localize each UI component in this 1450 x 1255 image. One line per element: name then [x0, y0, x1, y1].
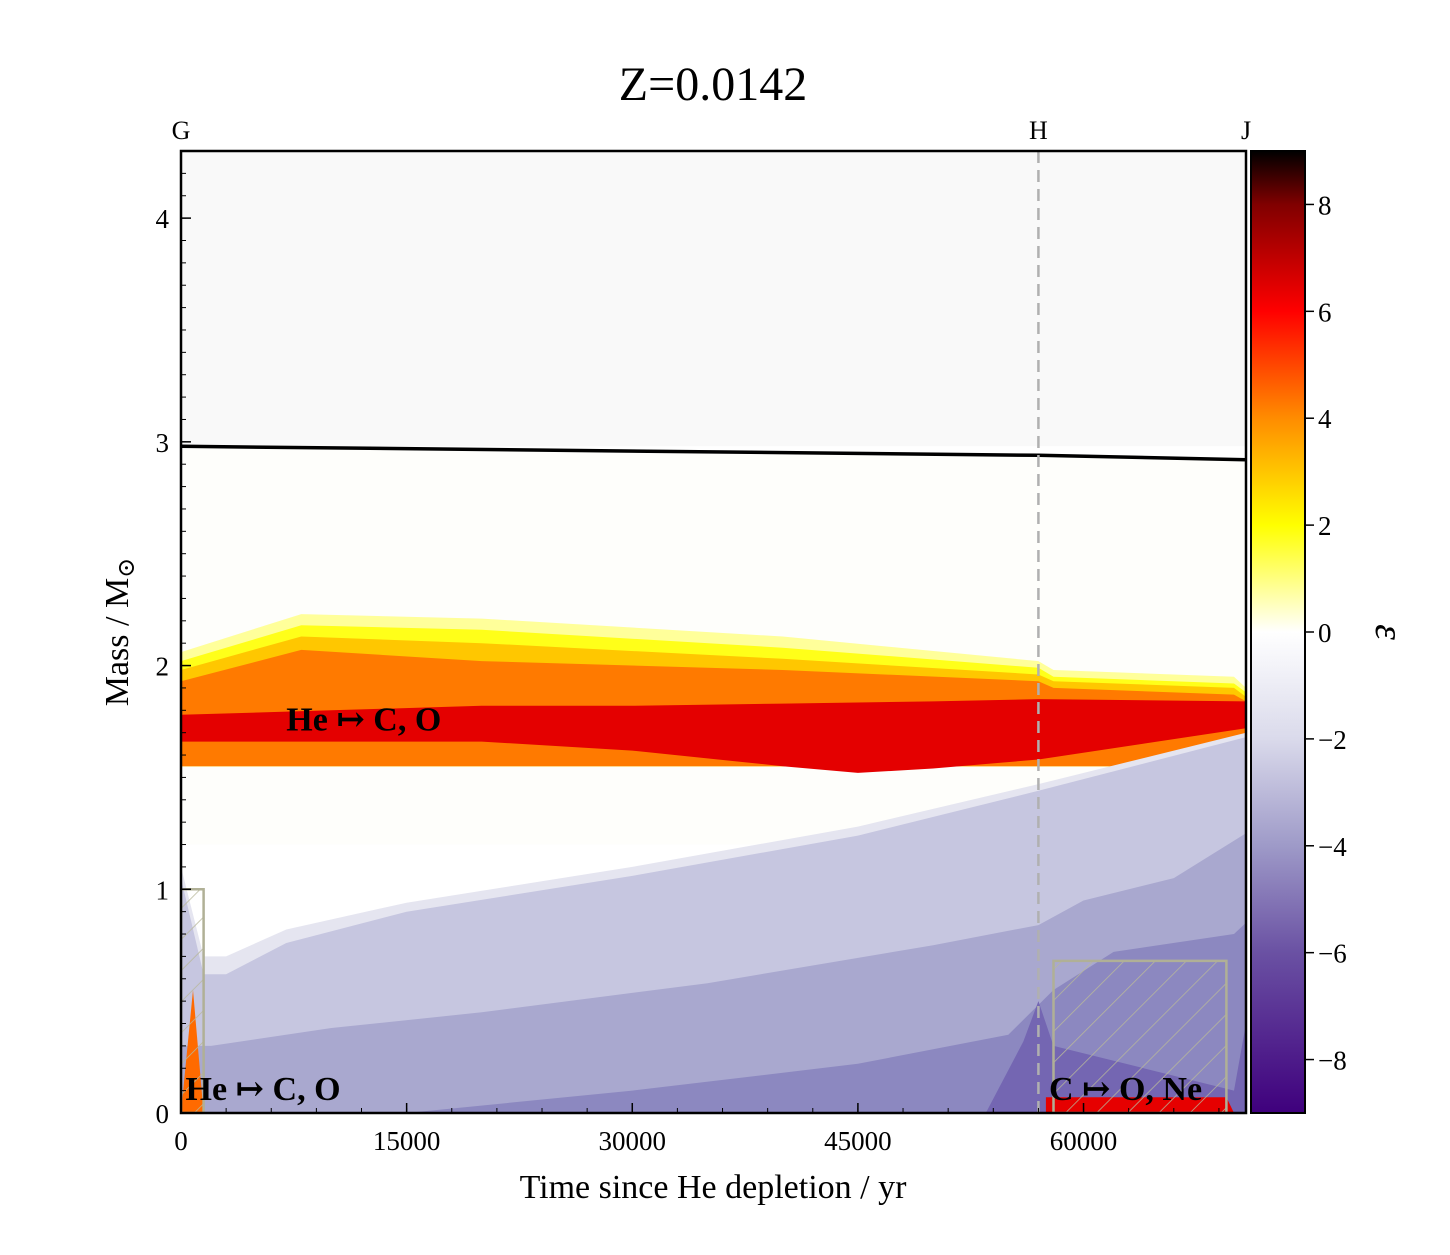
colorbar-tick-label: 6 — [1318, 297, 1332, 327]
x-tick-label: 30000 — [599, 1126, 667, 1156]
y-tick-label: 0 — [156, 1099, 170, 1129]
y-axis-label: Mass / M⊙ — [99, 558, 140, 707]
convective-zones — [181, 888, 1228, 1113]
y-tick-label: 1 — [156, 875, 170, 905]
y-axis-ticks: 0 1 2 3 4 — [156, 150, 191, 1129]
x-axis-ticks: 0 15000 30000 45000 60000 — [174, 1103, 1220, 1156]
annotation-burning-label: He ↦ C, O — [286, 702, 441, 739]
x-axis-label: Time since He depletion / yr — [520, 1169, 908, 1206]
x-tick-label: 60000 — [1050, 1126, 1118, 1156]
annotation-burning-label: C ↦ O, Ne — [1049, 1071, 1202, 1108]
plot-area — [181, 151, 1246, 1113]
colorbar-tick-label: 2 — [1318, 511, 1332, 541]
region-envelope — [181, 151, 1246, 447]
colorbar-tick-label: −4 — [1318, 832, 1347, 862]
y-axis-label-text: Mass / M — [99, 578, 136, 706]
phase-label-H: H — [1029, 116, 1048, 145]
colorbar — [1250, 150, 1306, 1114]
convective-zone-core-he-convection — [181, 888, 205, 1113]
plot-frame — [179, 149, 1248, 1115]
burning-annotations: He ↦ C, O He ↦ C, O C ↦ O, Ne — [186, 702, 1203, 1108]
colorbar-tick-label: 8 — [1318, 190, 1332, 220]
colorbar-tick-label: −6 — [1318, 939, 1347, 969]
colorbar-tick-label: 0 — [1318, 618, 1332, 648]
y-tick-label: 4 — [156, 204, 170, 234]
colorbar-tick-label: −8 — [1318, 1046, 1347, 1076]
phase-label-J: J — [1241, 116, 1251, 145]
region-shell-red-band — [181, 699, 1246, 773]
colorbar-tick-label: −2 — [1318, 725, 1347, 755]
x-tick-label: 45000 — [824, 1126, 892, 1156]
phase-label-G: G — [172, 116, 191, 145]
colorbar-tick-label: 4 — [1318, 404, 1332, 434]
y-tick-label: 3 — [156, 428, 170, 458]
y-tick-label: 2 — [156, 652, 170, 682]
colorbar-ticks: −8 −6 −4 −2 0 2 4 6 8 — [1305, 190, 1347, 1076]
convective-zone-core-c-convection — [1052, 959, 1228, 1113]
energy-regions — [181, 151, 1246, 1113]
colorbar-label: ε — [1367, 624, 1412, 640]
x-tick-label: 15000 — [373, 1126, 441, 1156]
annotation-burning-label: He ↦ C, O — [186, 1071, 341, 1108]
chart-title: Z=0.0142 — [619, 58, 807, 111]
y-axis-label-subscript: ⊙ — [114, 558, 140, 578]
x-tick-label: 0 — [174, 1126, 188, 1156]
